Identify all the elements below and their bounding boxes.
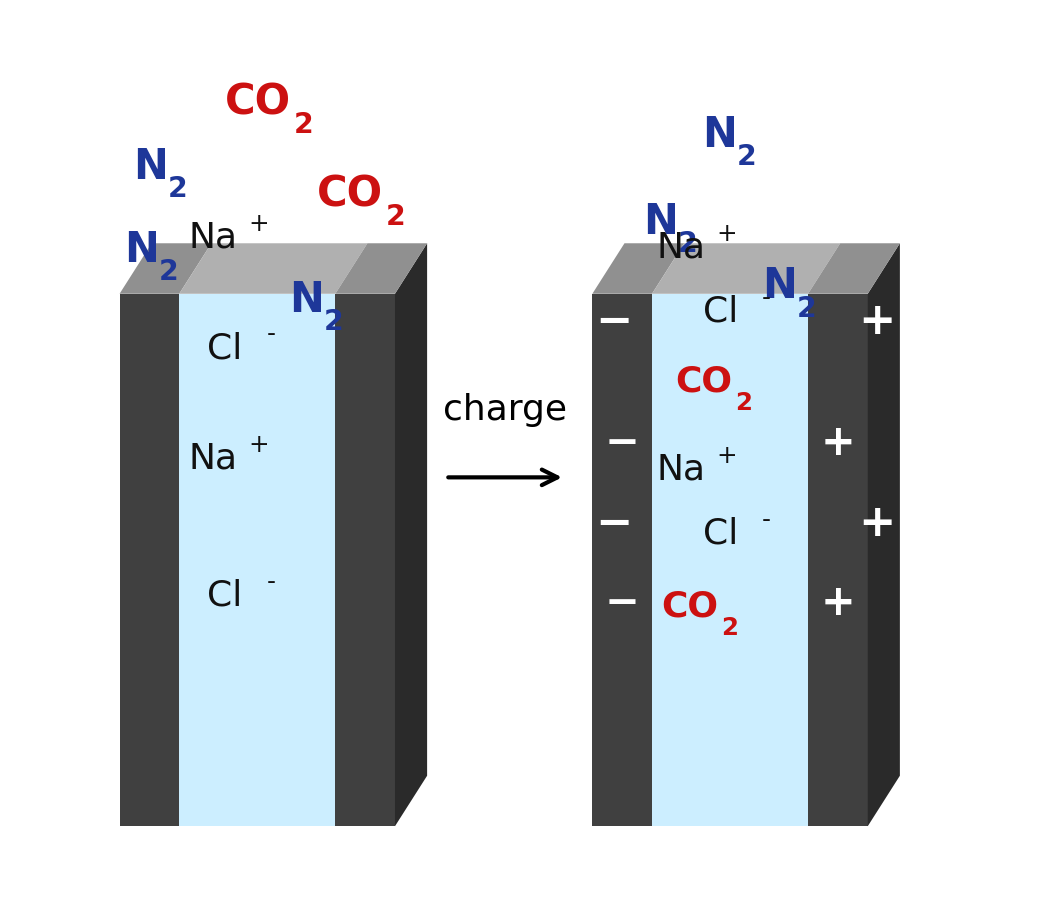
- Polygon shape: [868, 243, 899, 826]
- Text: Cl: Cl: [207, 331, 242, 365]
- Text: 2: 2: [797, 295, 817, 323]
- Polygon shape: [808, 243, 899, 294]
- Text: Na: Na: [188, 221, 238, 255]
- Text: N: N: [289, 279, 325, 321]
- Text: Na: Na: [656, 230, 706, 264]
- Text: Na: Na: [656, 453, 706, 487]
- Text: −: −: [605, 422, 640, 464]
- Text: 2: 2: [737, 143, 757, 172]
- Text: +: +: [859, 300, 895, 342]
- Text: -: -: [266, 570, 275, 594]
- Text: 2: 2: [721, 616, 738, 640]
- Text: N: N: [133, 146, 169, 188]
- Text: Cl: Cl: [703, 517, 738, 551]
- Polygon shape: [119, 243, 211, 294]
- Text: −: −: [595, 502, 632, 544]
- Text: +: +: [821, 582, 855, 623]
- Text: +: +: [859, 502, 895, 544]
- Bar: [179, 294, 335, 826]
- Text: +: +: [248, 212, 269, 236]
- Text: +: +: [821, 422, 855, 464]
- Text: N: N: [643, 201, 677, 243]
- Text: +: +: [248, 432, 269, 456]
- Text: -: -: [266, 322, 275, 346]
- Text: CO: CO: [317, 174, 383, 216]
- Polygon shape: [593, 243, 684, 294]
- Polygon shape: [335, 243, 427, 294]
- Text: CO: CO: [675, 365, 732, 399]
- Polygon shape: [395, 243, 427, 826]
- Text: N: N: [762, 265, 797, 308]
- Bar: [593, 294, 652, 826]
- Text: -: -: [762, 285, 772, 309]
- Text: 2: 2: [735, 391, 752, 415]
- Text: charge: charge: [443, 393, 567, 427]
- Bar: [335, 294, 395, 826]
- Polygon shape: [652, 243, 840, 294]
- Bar: [652, 294, 808, 826]
- Text: +: +: [716, 221, 737, 245]
- Bar: [808, 294, 868, 826]
- Text: 2: 2: [677, 230, 697, 259]
- Text: 2: 2: [158, 258, 178, 286]
- Polygon shape: [179, 243, 367, 294]
- Text: 2: 2: [294, 111, 314, 140]
- Text: CO: CO: [225, 82, 291, 124]
- Bar: [119, 294, 179, 826]
- Text: CO: CO: [662, 590, 718, 624]
- Text: 2: 2: [324, 308, 343, 337]
- Text: Na: Na: [188, 442, 238, 476]
- Text: N: N: [703, 114, 737, 156]
- Text: N: N: [125, 229, 159, 271]
- Text: +: +: [716, 443, 737, 467]
- Text: -: -: [762, 508, 772, 532]
- Text: 2: 2: [385, 203, 405, 231]
- Text: 2: 2: [168, 175, 187, 204]
- Text: Cl: Cl: [207, 579, 242, 613]
- Text: −: −: [605, 582, 640, 623]
- Text: −: −: [595, 300, 632, 342]
- Text: Cl: Cl: [703, 295, 738, 329]
